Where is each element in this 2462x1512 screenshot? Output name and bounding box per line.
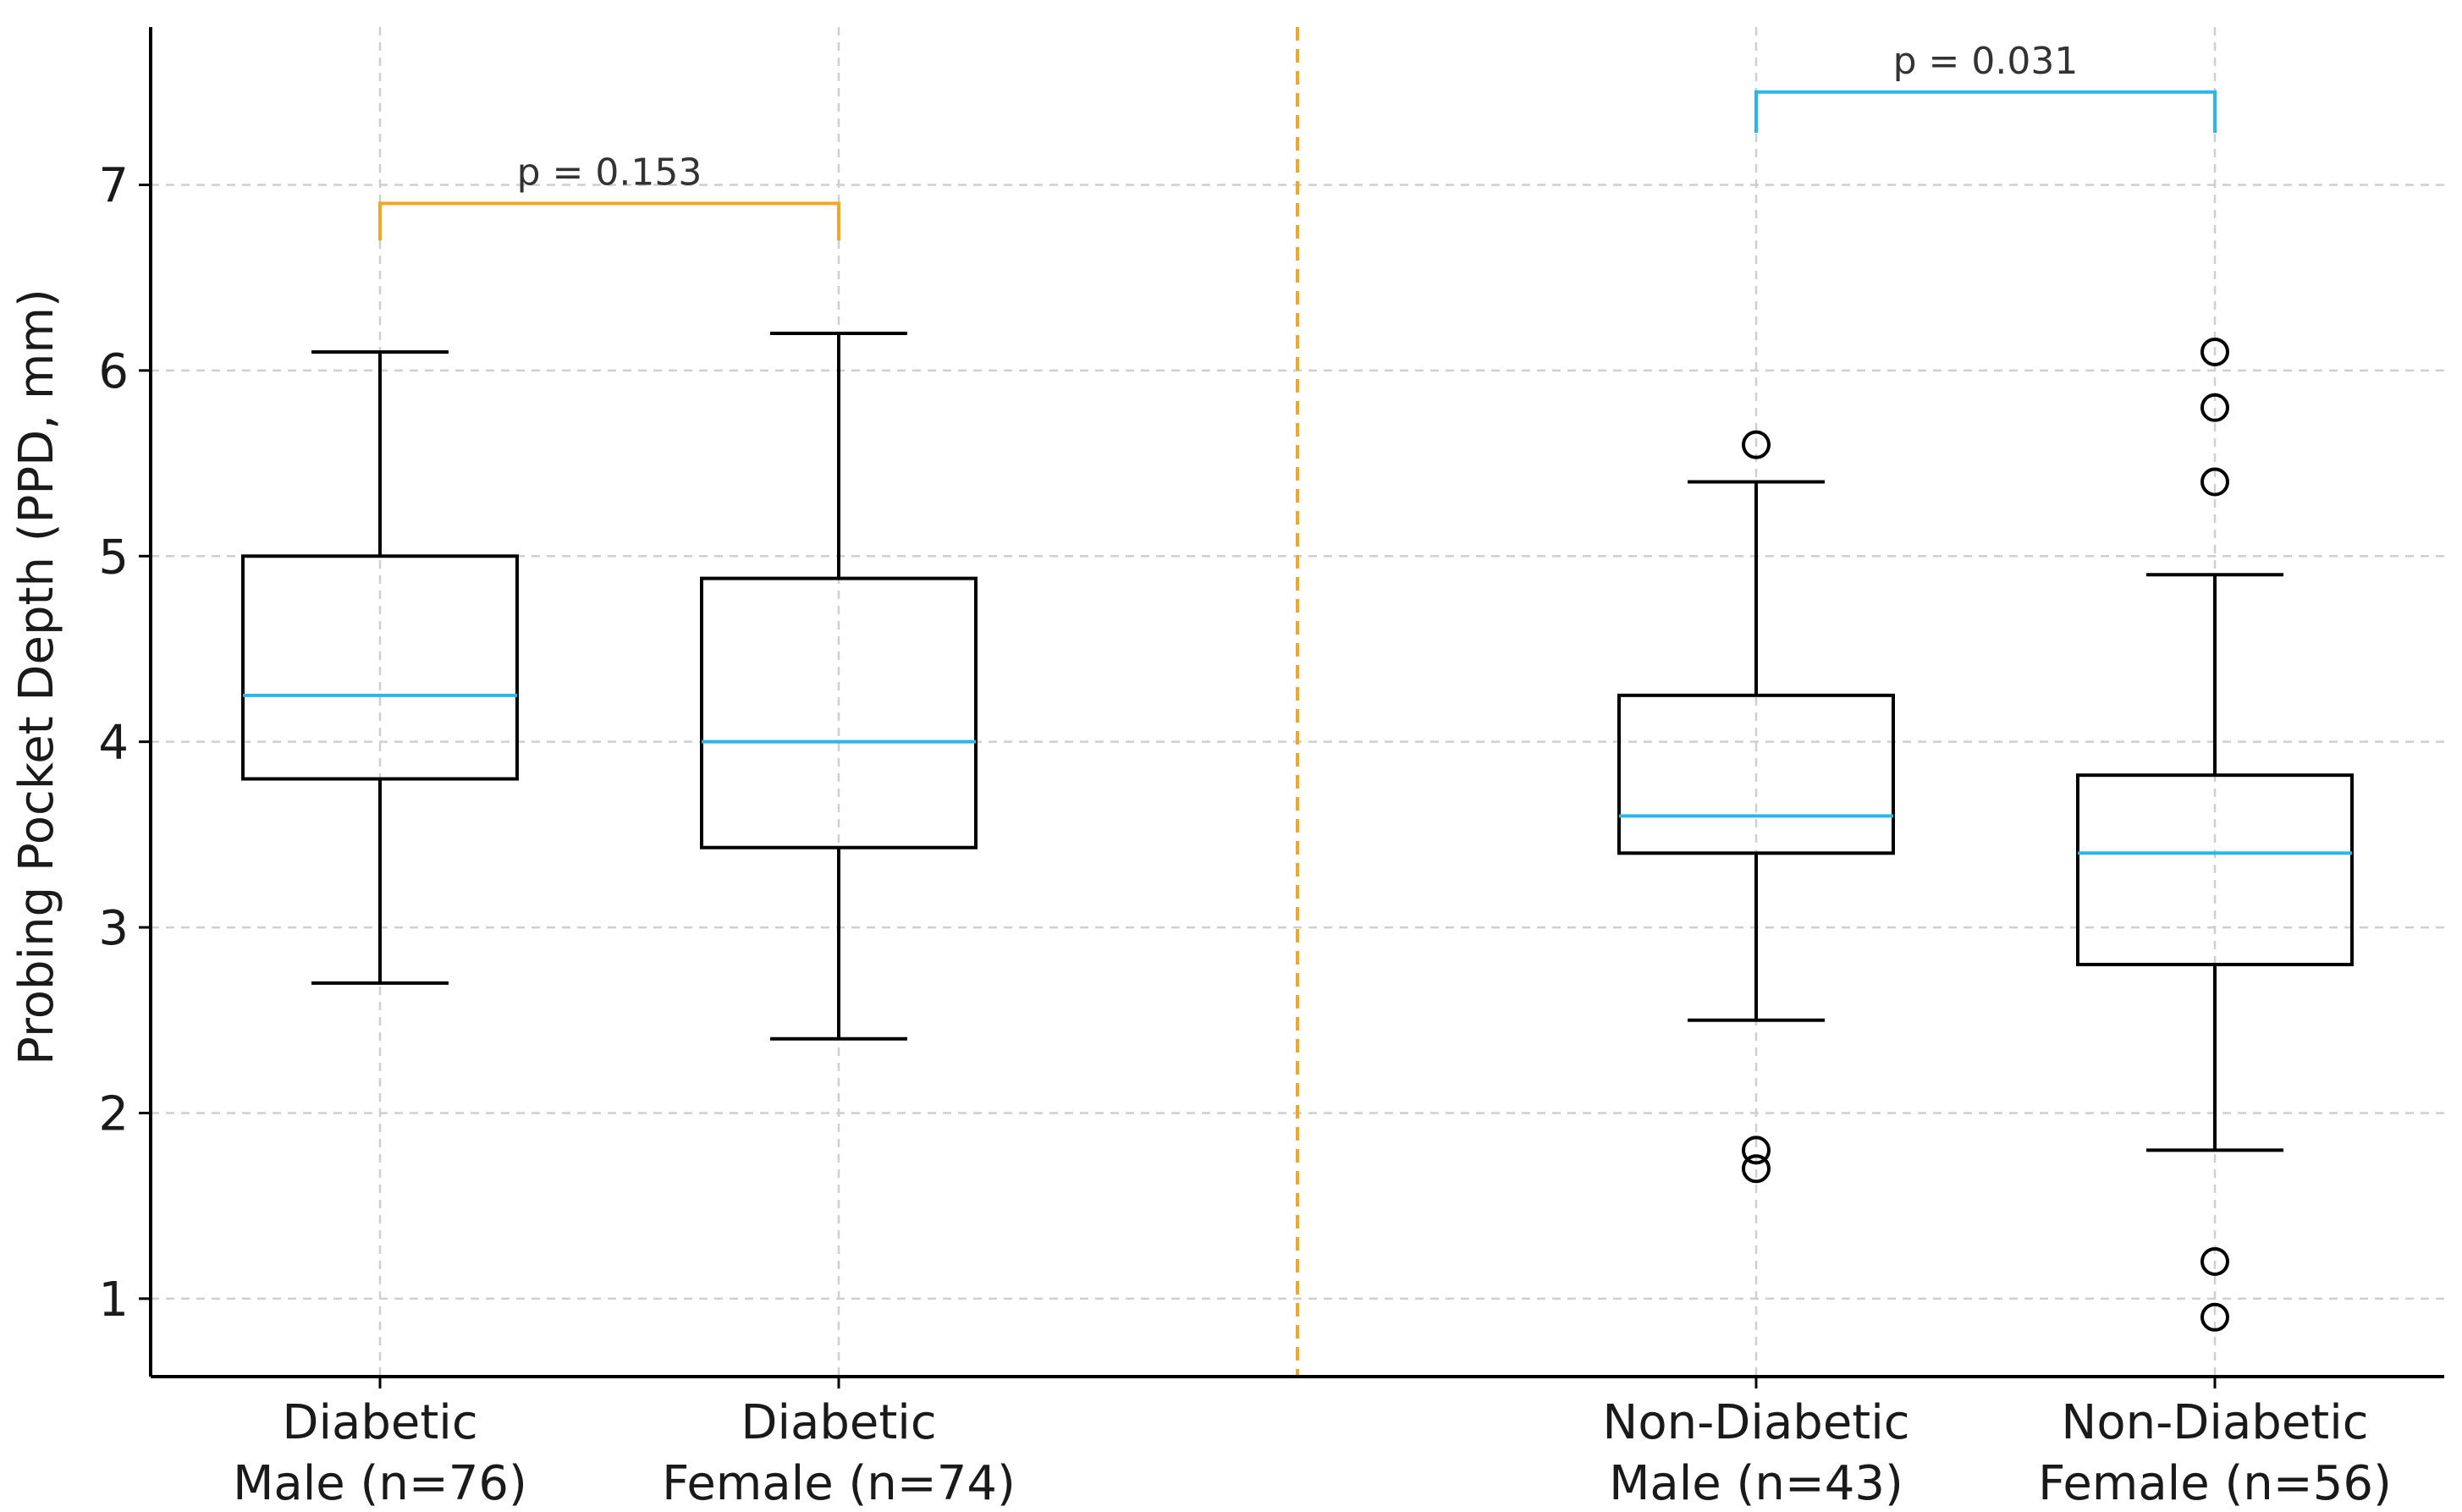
iqr-box <box>2076 773 2354 966</box>
y-tick-label: 6 <box>98 344 129 399</box>
significance-bracket: p = 0.031 <box>1754 40 2217 134</box>
y-tick-label: 4 <box>98 716 129 771</box>
box-group <box>2076 337 2354 1332</box>
y-tick-label: 3 <box>98 901 129 956</box>
outlier-point <box>2200 337 2229 366</box>
box-group <box>241 349 519 985</box>
x-category-label: Diabetic <box>741 1395 936 1450</box>
x-category-label: Female (n=56) <box>2038 1456 2392 1511</box>
p-value-label: p = 0.153 <box>517 151 702 194</box>
bracket-line <box>1754 90 2217 134</box>
outlier-point <box>1742 430 1771 459</box>
x-category-label: Non-Diabetic <box>1602 1395 1909 1450</box>
p-value-label: p = 0.031 <box>1893 40 2079 83</box>
box-group <box>1617 430 1895 1184</box>
box-group <box>700 332 978 1041</box>
y-tick-label: 7 <box>98 158 129 213</box>
x-category-label: Male (n=76) <box>233 1456 527 1511</box>
boxes-layer <box>241 332 2354 1332</box>
outlier-point <box>2200 1302 2229 1332</box>
iqr-box <box>1617 693 1895 855</box>
x-category-label: Female (n=74) <box>662 1456 1016 1511</box>
outlier-point <box>2200 467 2229 497</box>
bracket-line <box>378 201 840 241</box>
outlier-point <box>1742 1135 1771 1165</box>
outlier-point <box>1742 1154 1771 1184</box>
iqr-box <box>241 554 519 781</box>
outlier-point <box>2200 393 2229 422</box>
y-axis-title: Probing Pocket Depth (PPD, mm) <box>9 289 64 1065</box>
x-category-label: Diabetic <box>282 1395 477 1450</box>
y-tick-label: 2 <box>98 1086 129 1141</box>
iqr-box <box>700 576 978 849</box>
significance-bracket: p = 0.153 <box>378 151 840 241</box>
x-category-label: Non-Diabetic <box>2061 1395 2368 1450</box>
y-tick-label: 5 <box>98 530 129 585</box>
axes-layer: 1 2 3 4 5 6 7 Diabetic Male (n=76) Diabetic Female… <box>98 27 2444 1511</box>
y-tick-label: 1 <box>98 1273 129 1328</box>
x-category-label: Male (n=43) <box>1609 1456 1903 1511</box>
comparisons-layer: p = 0.153 p = 0.031 <box>378 40 2217 241</box>
outlier-point <box>2200 1246 2229 1276</box>
